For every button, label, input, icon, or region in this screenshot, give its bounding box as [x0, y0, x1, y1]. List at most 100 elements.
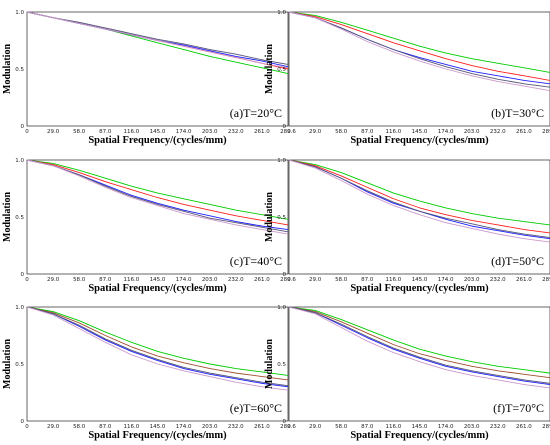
x-tick-label: 232.0 — [228, 277, 244, 283]
series-line-5 — [288, 306, 550, 389]
x-axis-title: Spatial Frequency/(cycles/mm) — [88, 135, 227, 146]
x-tick-label: 232.0 — [490, 424, 506, 430]
x-tick-label: 289.6 — [542, 424, 550, 430]
x-tick-label: 261.0 — [254, 277, 270, 283]
x-tick-label: 29.0 — [309, 424, 322, 430]
panel-label: (b)T=30°C — [491, 106, 544, 120]
x-tick-label: 0 — [25, 129, 29, 135]
x-tick-label: 0 — [25, 277, 29, 283]
x-tick-label: 0 — [25, 424, 29, 430]
y-tick-label: 1.0 — [15, 10, 24, 16]
x-tick-label: 261.0 — [516, 277, 532, 283]
x-tick-label: 174.0 — [176, 129, 192, 135]
series-line-2 — [288, 159, 550, 234]
y-tick-label: 0.5 — [15, 67, 24, 73]
x-tick-label: 232.0 — [490, 129, 506, 135]
x-tick-label: 29.0 — [309, 277, 322, 283]
x-tick-label: 289.6 — [542, 129, 550, 135]
x-tick-label: 0 — [287, 424, 291, 430]
series-line-5 — [288, 159, 550, 243]
x-tick-label: 145.0 — [412, 424, 428, 430]
x-tick-label: 203.0 — [464, 424, 480, 430]
x-tick-label: 289.6 — [542, 277, 550, 283]
plot-frame — [288, 159, 550, 275]
x-axis-title: Spatial Frequency/(cycles/mm) — [350, 283, 489, 294]
x-tick-label: 174.0 — [438, 129, 454, 135]
x-tick-label: 232.0 — [490, 277, 506, 283]
y-axis-title: Modulation — [2, 192, 13, 242]
y-tick-label: 0 — [21, 124, 25, 130]
x-tick-label: 116.0 — [124, 277, 140, 283]
x-tick-label: 289.6 — [280, 424, 296, 430]
y-tick-label: 0 — [283, 272, 287, 278]
y-axis-title: Modulation — [2, 44, 13, 94]
x-tick-label: 87.0 — [99, 277, 112, 283]
y-tick-label: 0 — [21, 419, 25, 425]
x-tick-label: 116.0 — [124, 129, 140, 135]
x-tick-label: 58.0 — [335, 424, 348, 430]
x-tick-label: 87.0 — [361, 424, 374, 430]
series-line-5 — [288, 11, 550, 92]
plot-frame — [26, 306, 289, 422]
x-tick-label: 87.0 — [99, 129, 112, 135]
y-tick-label: 0.5 — [15, 362, 24, 368]
mtf-panel-2: 0 29.0 58.0 87.0 116.0 145.0 174.0 203.0 232.0 26… — [264, 10, 550, 146]
x-axis-title: Spatial Frequency/(cycles/mm) — [88, 430, 227, 441]
x-tick-label: 203.0 — [464, 129, 480, 135]
x-tick-label: 58.0 — [73, 129, 86, 135]
y-axis-title: Modulation — [264, 339, 275, 389]
x-tick-label: 145.0 — [412, 129, 428, 135]
series-line-1 — [288, 11, 550, 73]
x-tick-label: 116.0 — [386, 424, 402, 430]
series-line-1 — [288, 159, 550, 226]
series-line-3 — [26, 306, 289, 388]
x-tick-label: 174.0 — [176, 424, 192, 430]
panel-label: (f)T=70°C — [493, 401, 544, 415]
x-tick-label: 58.0 — [73, 277, 86, 283]
y-tick-label: 1.0 — [15, 158, 24, 164]
x-tick-label: 261.0 — [254, 424, 270, 430]
y-tick-label: 0 — [21, 272, 25, 278]
y-axis-title: Modulation — [2, 339, 13, 389]
y-tick-label: 1.0 — [277, 10, 286, 16]
x-axis-title: Spatial Frequency/(cycles/mm) — [350, 430, 489, 441]
y-tick-label: 0.5 — [277, 67, 286, 73]
series-line-1 — [26, 11, 289, 74]
y-tick-label: 0.5 — [277, 362, 286, 368]
x-tick-label: 203.0 — [202, 129, 218, 135]
panel-label: (e)T=60°C — [230, 401, 282, 415]
series-line-4 — [26, 159, 289, 233]
x-axis-title: Spatial Frequency/(cycles/mm) — [350, 135, 489, 146]
x-tick-label: 289.6 — [280, 277, 296, 283]
y-axis-title: Modulation — [264, 44, 275, 94]
series-line-1 — [26, 306, 289, 376]
x-axis-title: Spatial Frequency/(cycles/mm) — [88, 283, 227, 294]
x-tick-label: 29.0 — [47, 424, 60, 430]
series-line-2 — [288, 306, 550, 379]
series-line-2 — [288, 11, 550, 81]
y-tick-label: 1.0 — [15, 305, 24, 311]
x-tick-label: 87.0 — [99, 424, 112, 430]
x-tick-label: 174.0 — [176, 277, 192, 283]
series-line-4 — [288, 11, 550, 88]
series-line-2 — [26, 159, 289, 226]
series-line-5 — [26, 11, 289, 69]
mtf-panel-1: 0 29.0 58.0 87.0 116.0 145.0 174.0 203.0 232.0 26… — [2, 10, 296, 146]
x-tick-label: 145.0 — [150, 129, 166, 135]
plot-frame — [288, 11, 550, 127]
x-tick-label: 87.0 — [361, 129, 374, 135]
series-line-4 — [26, 11, 289, 65]
y-tick-label: 0.5 — [15, 215, 24, 221]
y-tick-label: 0 — [283, 419, 287, 425]
panel-label: (a)T=20°C — [230, 106, 282, 120]
x-tick-label: 174.0 — [438, 277, 454, 283]
x-tick-label: 261.0 — [254, 129, 270, 135]
x-tick-label: 29.0 — [309, 129, 322, 135]
x-tick-label: 58.0 — [335, 277, 348, 283]
x-tick-label: 0 — [287, 277, 291, 283]
y-tick-label: 1.0 — [277, 158, 286, 164]
series-line-4 — [26, 306, 289, 387]
panel-label: (d)T=50°C — [491, 254, 544, 268]
series-line-3 — [288, 306, 550, 385]
